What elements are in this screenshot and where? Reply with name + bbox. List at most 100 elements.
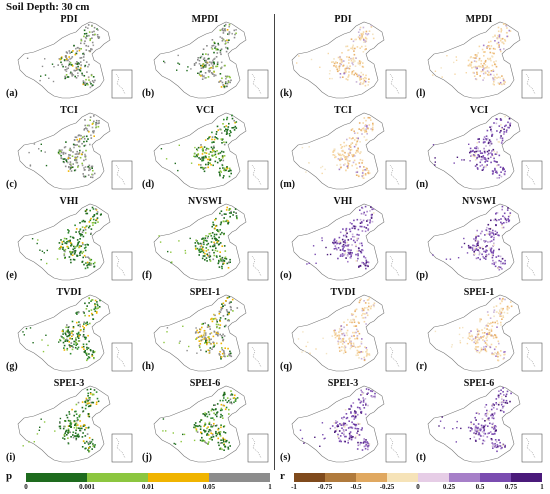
data-pixel <box>323 438 325 440</box>
data-pixel <box>74 251 76 254</box>
data-pixel <box>207 349 210 351</box>
data-pixel <box>43 252 45 254</box>
data-pixel <box>350 335 353 338</box>
data-pixel <box>340 253 342 256</box>
data-pixel <box>455 59 458 61</box>
data-pixel <box>474 57 476 59</box>
data-pixel <box>213 313 215 316</box>
data-pixel <box>344 239 346 242</box>
data-pixel <box>482 79 484 81</box>
panel-title: VHI <box>59 196 79 207</box>
data-pixel <box>364 441 366 443</box>
data-pixel <box>461 246 463 248</box>
data-pixel <box>63 146 66 149</box>
data-pixel <box>229 258 231 261</box>
data-pixel <box>33 441 35 443</box>
data-pixel <box>214 243 216 245</box>
data-pixel <box>349 152 351 154</box>
data-pixel <box>504 262 506 265</box>
data-pixel <box>492 422 494 425</box>
data-pixel <box>68 331 71 333</box>
data-pixel <box>224 130 226 132</box>
data-pixel <box>88 50 90 52</box>
map-graphic <box>17 203 133 281</box>
data-pixel <box>208 158 210 161</box>
data-pixel <box>214 237 217 240</box>
data-pixel <box>501 395 503 398</box>
data-pixel <box>362 309 365 312</box>
data-pixel <box>456 156 459 158</box>
data-pixel <box>355 354 357 357</box>
data-pixel <box>353 344 355 346</box>
data-pixel <box>90 73 93 76</box>
data-pixel <box>354 309 357 311</box>
data-pixel <box>476 229 478 232</box>
data-pixel <box>69 431 71 434</box>
data-pixel <box>312 245 315 247</box>
data-pixel <box>506 390 509 393</box>
data-pixel <box>76 348 79 350</box>
data-pixel <box>354 413 356 416</box>
data-pixel <box>498 83 501 85</box>
data-pixel <box>366 441 369 443</box>
data-pixel <box>88 302 90 304</box>
data-pixel <box>88 397 90 399</box>
data-pixel <box>90 258 93 261</box>
data-pixel <box>334 156 336 159</box>
data-pixel <box>498 439 500 441</box>
data-pixel <box>334 154 336 156</box>
data-pixel <box>223 353 226 355</box>
data-pixel <box>62 153 65 155</box>
data-pixel <box>217 427 220 430</box>
data-pixel <box>367 265 369 268</box>
data-pixel <box>68 166 70 169</box>
data-pixel <box>505 25 508 27</box>
data-pixel <box>495 213 497 215</box>
data-pixel <box>505 124 507 127</box>
data-pixel <box>357 149 359 151</box>
inset-islands <box>389 164 400 186</box>
data-pixel <box>219 320 221 322</box>
data-pixel <box>360 32 363 35</box>
data-pixel <box>503 411 505 413</box>
data-pixel <box>81 74 84 76</box>
data-pixel <box>474 152 477 155</box>
data-pixel <box>84 220 86 223</box>
data-pixel <box>363 117 366 119</box>
data-pixel <box>59 427 62 430</box>
data-pixel <box>344 252 347 254</box>
data-pixel <box>445 258 448 260</box>
data-pixel <box>473 151 476 153</box>
data-pixel <box>488 323 491 325</box>
data-pixel <box>370 217 373 219</box>
data-pixel <box>367 127 369 130</box>
data-pixel <box>65 430 67 433</box>
data-pixel <box>358 74 360 77</box>
data-pixel <box>213 412 215 415</box>
data-pixel <box>89 143 91 146</box>
data-pixel <box>225 128 227 130</box>
data-pixel <box>92 44 95 47</box>
data-pixel <box>200 334 203 337</box>
data-pixel <box>214 408 217 411</box>
data-pixel <box>470 65 472 67</box>
data-pixel <box>490 156 492 158</box>
data-pixel <box>486 333 488 335</box>
data-pixel <box>224 82 227 85</box>
data-pixel <box>477 411 479 414</box>
data-pixel <box>166 327 169 329</box>
data-pixel <box>486 344 489 347</box>
data-pixel <box>361 159 364 162</box>
data-pixel <box>219 447 222 449</box>
data-pixel <box>85 44 87 47</box>
data-pixel <box>63 249 65 252</box>
data-pixel <box>204 151 206 154</box>
data-pixel <box>223 175 225 177</box>
data-pixel <box>213 235 216 238</box>
data-pixel <box>69 239 71 242</box>
data-pixel <box>215 56 218 58</box>
data-pixel <box>223 155 226 157</box>
data-pixel <box>500 171 502 173</box>
data-pixel <box>206 237 209 239</box>
data-pixel <box>501 318 503 320</box>
